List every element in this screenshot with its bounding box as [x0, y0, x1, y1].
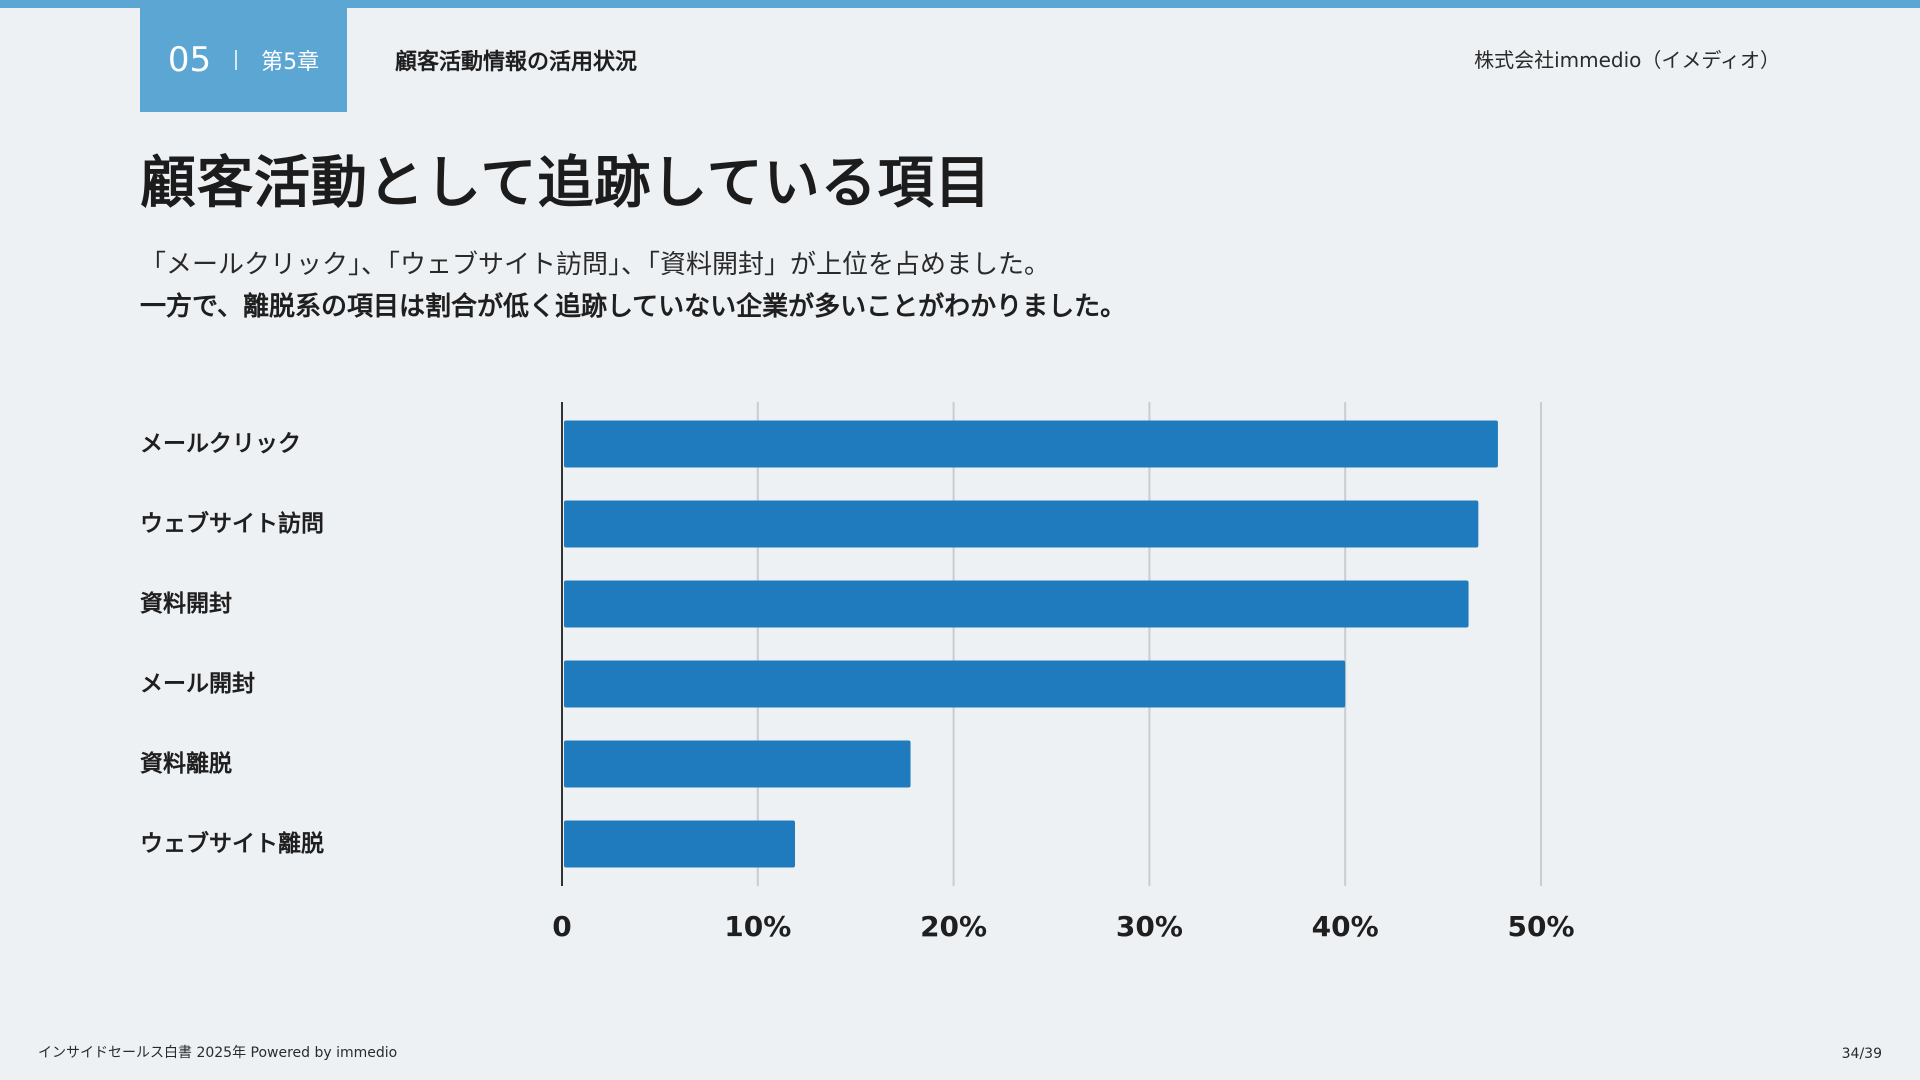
page-title: 顧客活動として追跡している項目 [140, 151, 992, 216]
chapter-divider [235, 50, 238, 70]
top-accent-bar [0, 0, 1920, 8]
bar [564, 420, 1498, 468]
bar-chart: 0 10% 20% 30% 40% 50% [552, 402, 1575, 943]
x-tick-label: 20% [920, 910, 987, 943]
chapter-tab: 05 第5章 [140, 8, 347, 112]
bar [564, 580, 1469, 628]
x-tick-label: 0 [552, 910, 571, 943]
section-title: 顧客活動情報の活用状況 [395, 50, 638, 75]
lead-text-2: 一方で、離脱系の項目は割合が低く追跡していない企業が多いことがわかりました。 [140, 292, 1127, 322]
category-label: 資料開封 [140, 591, 232, 617]
bar [564, 660, 1346, 708]
category-label: ウェブサイト訪問 [140, 511, 324, 537]
category-label: ウェブサイト離脱 [140, 831, 324, 857]
footer-source: インサイドセールス白書 2025年 Powered by immedio [38, 1045, 398, 1061]
x-tick-label: 10% [724, 910, 791, 943]
page-number: 34/39 [1841, 1046, 1882, 1062]
category-label: メール開封 [140, 671, 255, 697]
category-label: 資料離脱 [140, 751, 232, 777]
bar [564, 820, 796, 868]
chapter-label: 第5章 [261, 50, 320, 75]
bar [564, 740, 911, 788]
x-tick-label: 30% [1116, 910, 1183, 943]
lead-text-1: 「メールクリック」、「ウェブサイト訪問」、「資料開封」が上位を占めました。 [140, 250, 1051, 280]
category-label: メールクリック [140, 431, 301, 457]
chapter-number: 05 [167, 40, 212, 80]
bar [564, 500, 1479, 548]
x-tick-label: 40% [1312, 910, 1379, 943]
x-tick-label: 50% [1507, 910, 1574, 943]
company-name: 株式会社immedio（イメディオ） [1474, 48, 1780, 72]
